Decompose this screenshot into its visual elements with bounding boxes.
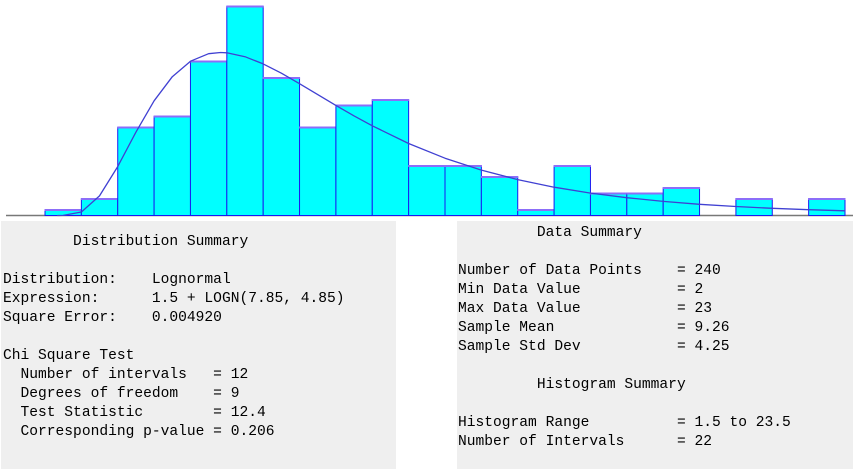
histogram-bar <box>189 61 228 216</box>
histogram-bar <box>117 127 155 216</box>
histogram-bar <box>480 176 519 216</box>
data-summary-panel: Data Summary Number of Data Points = 240… <box>457 221 853 469</box>
histogram-bar <box>444 165 482 216</box>
histogram-bar <box>153 116 191 216</box>
histogram-bar <box>626 193 664 216</box>
histogram-bar <box>226 6 264 216</box>
histogram-bar <box>408 165 446 216</box>
fit-curve-line <box>57 51 846 217</box>
histogram-bar <box>371 99 410 216</box>
histogram-chart <box>0 0 853 222</box>
histogram-bar <box>299 127 337 216</box>
histogram-svg <box>6 5 853 217</box>
histogram-bar <box>808 198 846 216</box>
histogram-bar <box>335 105 373 216</box>
histogram-bar <box>262 77 301 216</box>
distribution-summary-panel: Distribution Summary Distribution: Logno… <box>1 221 396 469</box>
